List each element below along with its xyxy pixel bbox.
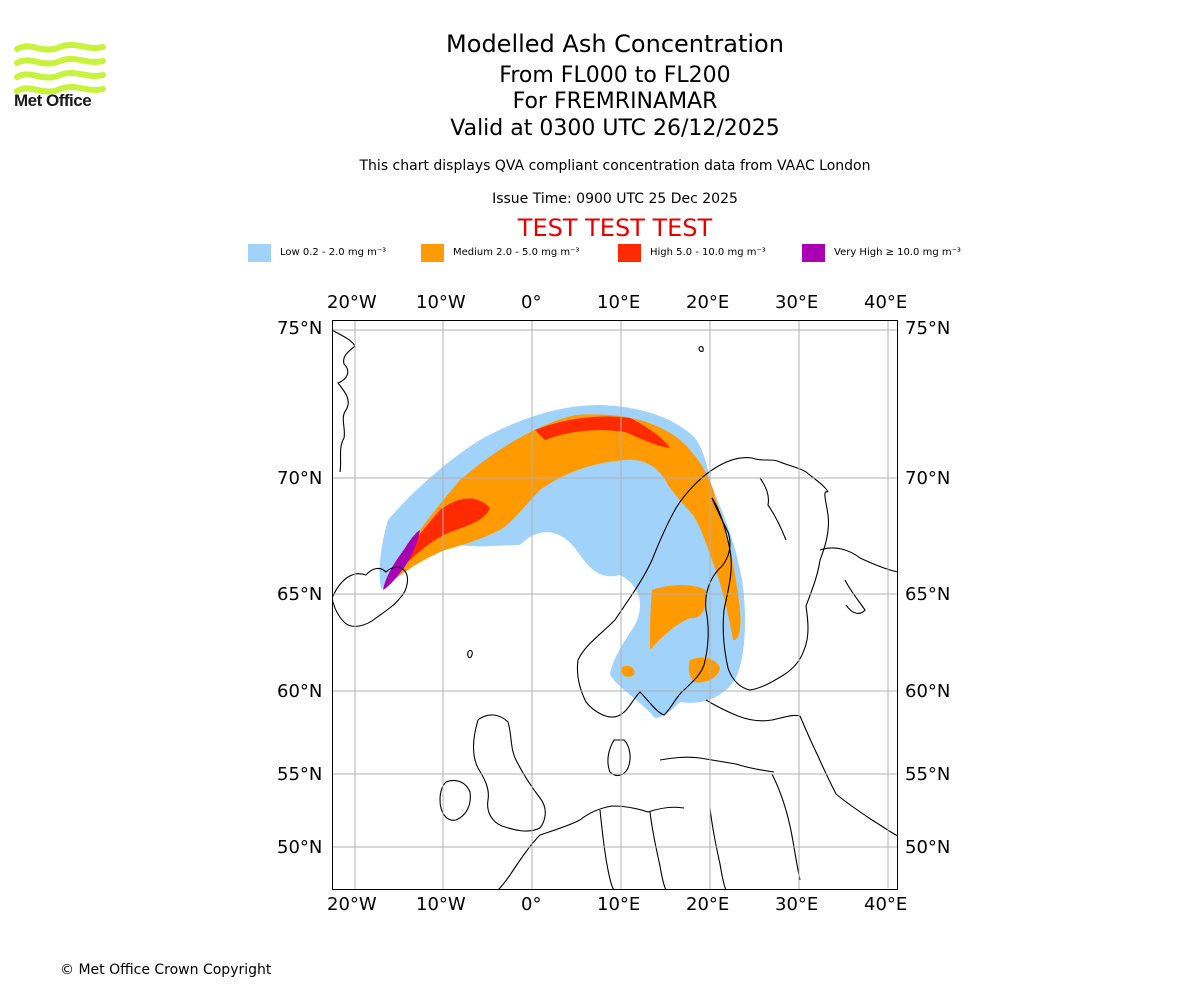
lon-tick-top: 40°E	[864, 292, 908, 313]
lon-tick-top: 10°E	[597, 292, 641, 313]
lat-tick-right: 65°N	[905, 584, 951, 605]
met-office-logo-icon	[14, 42, 106, 95]
lat-tick-left: 70°N	[277, 468, 323, 489]
legend-label-very-high: Very High ≥ 10.0 mg m⁻³	[834, 247, 961, 258]
legend-swatch-low	[248, 244, 271, 262]
lon-tick-bottom: 10°E	[597, 894, 641, 915]
lat-tick-left: 50°N	[277, 837, 323, 858]
lon-tick-top: 20°W	[327, 292, 377, 313]
map-frame	[332, 320, 898, 890]
lat-tick-left: 75°N	[277, 318, 323, 339]
lon-tick-bottom: 30°E	[775, 894, 819, 915]
copyright-notice: © Met Office Crown Copyright	[60, 962, 272, 978]
flight-level-range: From FL000 to FL200	[499, 63, 731, 88]
lat-tick-right: 50°N	[905, 837, 951, 858]
ash-concentration-map	[332, 320, 898, 890]
lon-tick-bottom: 20°W	[327, 894, 377, 915]
lat-tick-right: 75°N	[905, 318, 951, 339]
legend-label-high: High 5.0 - 10.0 mg m⁻³	[650, 247, 766, 258]
legend-label-medium: Medium 2.0 - 5.0 mg m⁻³	[453, 247, 580, 258]
lat-tick-right: 55°N	[905, 764, 951, 785]
chart-description: This chart displays QVA compliant concen…	[359, 158, 871, 174]
logo-text: Met Office	[14, 91, 92, 110]
lon-tick-top: 30°E	[775, 292, 819, 313]
ash-medium-area	[383, 414, 741, 641]
lat-tick-right: 70°N	[905, 468, 951, 489]
ash-very-high-area	[383, 530, 420, 590]
legend-swatch-medium	[421, 244, 444, 262]
ash-medium-area	[688, 657, 720, 683]
lon-tick-bottom: 10°W	[416, 894, 466, 915]
test-banner: TEST TEST TEST	[517, 214, 713, 242]
lat-tick-left: 55°N	[277, 764, 323, 785]
valid-time: Valid at 0300 UTC 26/12/2025	[450, 116, 780, 141]
ash-high-area	[386, 498, 490, 585]
legend-swatch-very-high	[802, 244, 825, 262]
ash-plume	[379, 405, 746, 718]
legend-label-low: Low 0.2 - 2.0 mg m⁻³	[280, 247, 387, 258]
lon-tick-top: 20°E	[686, 292, 730, 313]
chart-title: Modelled Ash Concentration	[446, 30, 784, 58]
lon-tick-top: 0°	[521, 292, 542, 313]
ash-medium-area	[621, 665, 635, 677]
lat-tick-left: 60°N	[277, 681, 323, 702]
issue-time: Issue Time: 0900 UTC 25 Dec 2025	[492, 191, 738, 207]
lon-tick-bottom: 20°E	[686, 894, 730, 915]
lon-tick-top: 10°W	[416, 292, 466, 313]
lat-tick-right: 60°N	[905, 681, 951, 702]
volcano-name: For FREMRINAMAR	[512, 89, 718, 114]
lon-tick-bottom: 40°E	[864, 894, 908, 915]
legend-swatch-high	[618, 244, 641, 262]
lon-tick-bottom: 0°	[521, 894, 542, 915]
lat-tick-left: 65°N	[277, 584, 323, 605]
ash-high-area	[535, 416, 670, 448]
graticule	[332, 320, 898, 890]
ash-medium-area	[650, 585, 707, 650]
